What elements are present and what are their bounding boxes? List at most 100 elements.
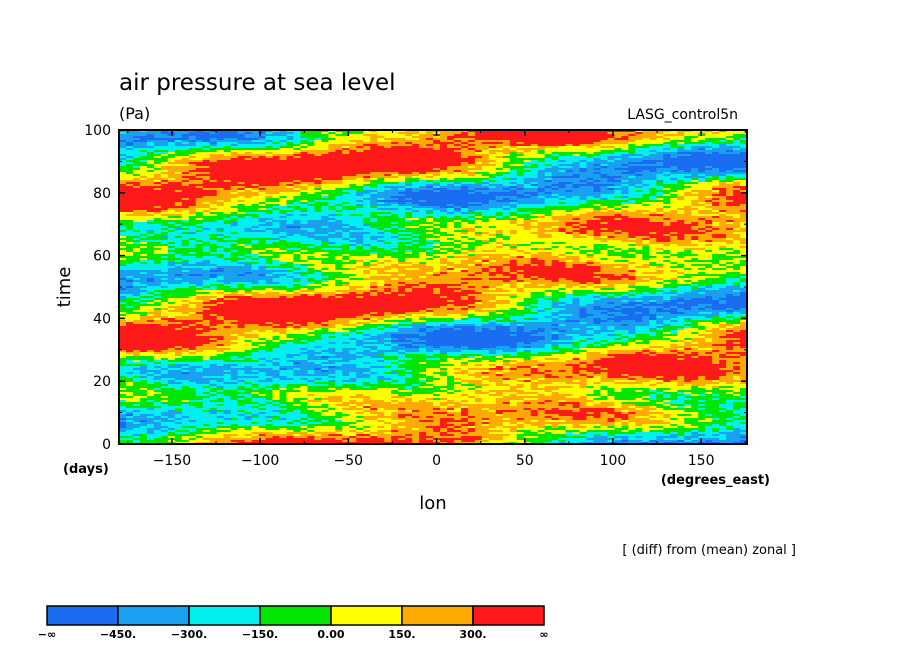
heatmap-cell: [565, 204, 574, 207]
heatmap-cell: [628, 168, 636, 171]
heatmap-cell: [146, 196, 155, 199]
heatmap-cell: [502, 130, 511, 133]
heatmap-cell: [153, 192, 162, 195]
heatmap-cell: [272, 176, 281, 179]
heatmap-cell: [258, 222, 267, 225]
heatmap-cell: [446, 152, 455, 155]
heatmap-cell: [558, 178, 567, 181]
heatmap-cell: [188, 148, 197, 151]
heatmap-cell: [628, 214, 636, 217]
heatmap-cell: [356, 138, 364, 141]
heatmap-cell: [272, 204, 281, 207]
heatmap-cell: [516, 146, 525, 149]
heatmap-cell: [467, 168, 476, 171]
heatmap-cell: [579, 172, 588, 175]
heatmap-cell: [551, 178, 560, 181]
heatmap-cell: [565, 132, 574, 135]
heatmap-cell: [523, 206, 532, 209]
heatmap-cell: [223, 202, 232, 205]
heatmap-cell: [509, 154, 518, 157]
heatmap-cell: [342, 238, 350, 241]
heatmap-cell: [670, 218, 678, 221]
heatmap-cell: [209, 226, 218, 229]
heatmap-cell: [530, 184, 539, 187]
heatmap-cell: [439, 214, 448, 217]
heatmap-cell: [426, 230, 434, 233]
heatmap-cell: [544, 152, 553, 155]
heatmap-cell: [614, 206, 622, 209]
heatmap-cell: [656, 162, 664, 165]
heatmap-cell: [391, 136, 399, 139]
heatmap-cell: [272, 138, 281, 141]
heatmap-cell: [258, 224, 267, 227]
heatmap-cell: [433, 200, 441, 203]
heatmap-cell: [125, 158, 134, 161]
heatmap-cell: [460, 188, 469, 191]
heatmap-cell: [474, 226, 483, 229]
heatmap-cell: [314, 194, 322, 197]
heatmap-cell: [433, 164, 441, 167]
heatmap-cell: [628, 170, 636, 173]
heatmap-cell: [167, 156, 176, 159]
heatmap-cell: [740, 164, 747, 167]
heatmap-cell: [174, 182, 183, 185]
heatmap-cell: [251, 148, 260, 151]
heatmap-cell: [474, 222, 483, 225]
heatmap-cell: [370, 196, 378, 199]
heatmap-cell: [439, 138, 448, 141]
heatmap-cell: [426, 232, 434, 235]
heatmap-cell: [370, 178, 378, 181]
heatmap-cell: [237, 180, 246, 183]
heatmap-cell: [119, 158, 127, 161]
heatmap-cell: [391, 162, 399, 165]
heatmap-cell: [488, 204, 497, 207]
heatmap-cell: [677, 190, 685, 193]
heatmap-cell: [698, 178, 706, 181]
heatmap-cell: [377, 162, 385, 165]
heatmap-cell: [377, 160, 385, 163]
heatmap-cell: [740, 154, 747, 157]
heatmap-cell: [209, 238, 218, 241]
heatmap-cell: [740, 230, 747, 233]
heatmap-cell: [439, 194, 448, 197]
heatmap-cell: [733, 136, 741, 139]
heatmap-cell: [502, 236, 511, 239]
heatmap-cell: [523, 224, 532, 227]
heatmap-cell: [642, 144, 650, 147]
heatmap-cell: [439, 156, 448, 159]
heatmap-cell: [502, 234, 511, 237]
heatmap-cell: [565, 202, 574, 205]
heatmap-cell: [684, 170, 692, 173]
heatmap-cell: [146, 226, 155, 229]
heatmap-cell: [342, 152, 350, 155]
heatmap-cell: [181, 204, 190, 207]
heatmap-cell: [495, 220, 504, 223]
heatmap-cell: [614, 134, 622, 137]
heatmap-cell: [691, 164, 699, 167]
heatmap-cell: [279, 200, 288, 203]
heatmap-cell: [342, 214, 350, 217]
heatmap-cell: [509, 202, 518, 205]
heatmap-cell: [705, 200, 713, 203]
heatmap-cell: [600, 214, 609, 217]
heatmap-cell: [516, 130, 525, 133]
heatmap-cell: [656, 190, 664, 193]
heatmap-cell: [614, 210, 622, 213]
heatmap-cell: [439, 232, 448, 235]
heatmap-cell: [670, 134, 678, 137]
heatmap-cell: [307, 168, 315, 171]
heatmap-cell: [286, 222, 295, 225]
heatmap-cell: [558, 184, 567, 187]
heatmap-cell: [286, 200, 295, 203]
heatmap-cell: [426, 168, 434, 171]
heatmap-cell: [663, 206, 671, 209]
heatmap-cell: [132, 130, 141, 133]
heatmap-cell: [628, 148, 636, 151]
heatmap-cell: [670, 238, 678, 241]
heatmap-cell: [495, 178, 504, 181]
heatmap-cell: [272, 168, 281, 171]
heatmap-cell: [125, 224, 134, 227]
heatmap-cell: [656, 154, 664, 157]
heatmap-cell: [167, 152, 176, 155]
heatmap-cell: [607, 186, 616, 189]
